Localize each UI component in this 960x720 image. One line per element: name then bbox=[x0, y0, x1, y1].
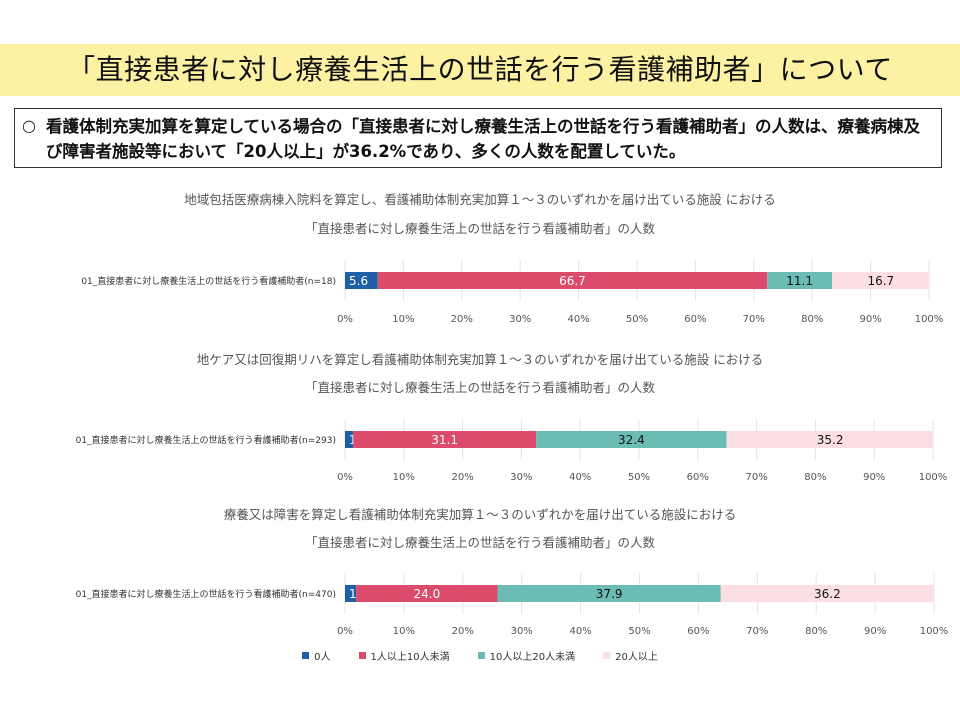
legend-label-3: 20人以上 bbox=[615, 651, 658, 663]
chart-1-tick-label-6: 60% bbox=[687, 472, 709, 483]
chart-1-subtitle: 「直接患者に対し療養生活上の世話を行う看護補助者」の人数 bbox=[305, 380, 656, 395]
chart-0-data-label-0: 5.6 bbox=[349, 274, 368, 288]
chart-0-title: 地域包括医療病棟入院料を算定し、看護補助体制充実加算１～３のいずれかを届け出てい… bbox=[184, 192, 775, 207]
chart-2-tick-label-1: 10% bbox=[393, 626, 415, 637]
legend-item-0: 0人 bbox=[302, 645, 331, 665]
legend-swatch-0 bbox=[302, 651, 310, 659]
chart-0-tick-label-7: 70% bbox=[743, 314, 765, 325]
chart-1-tick-label-8: 80% bbox=[804, 472, 826, 483]
chart-2-tick-label-8: 80% bbox=[805, 626, 827, 637]
chart-1-tick-label-0: 0% bbox=[337, 472, 353, 483]
chart-0-tick-label-2: 20% bbox=[451, 314, 473, 325]
legend-item-1: 1人以上10人未満 bbox=[358, 645, 450, 665]
legend-swatch-2 bbox=[477, 651, 485, 659]
chart-1-data-label-3: 35.2 bbox=[817, 433, 844, 447]
chart-0-data-label-3: 16.7 bbox=[867, 274, 894, 288]
legend-item-3: 20人以上 bbox=[603, 645, 658, 665]
chart-0-tick-label-9: 90% bbox=[859, 314, 881, 325]
chart-0-data-label-2: 11.1 bbox=[786, 274, 813, 288]
chart-2-tick-label-6: 60% bbox=[687, 626, 709, 637]
chart-1-data-label-2: 32.4 bbox=[618, 433, 645, 447]
chart-1-tick-label-1: 10% bbox=[393, 472, 415, 483]
legend-item-2: 10人以上20人未満 bbox=[477, 645, 576, 665]
chart-0-tick-label-6: 60% bbox=[684, 314, 706, 325]
chart-2-bar-2 bbox=[497, 585, 721, 602]
chart-1-tick-label-9: 90% bbox=[863, 472, 885, 483]
chart-0-tick-label-4: 40% bbox=[567, 314, 589, 325]
chart-legend: 0人 1人以上10人未満 10人以上20人未満 20人以上 bbox=[0, 645, 960, 665]
chart-2-tick-label-5: 50% bbox=[628, 626, 650, 637]
chart-2-tick-label-10: 100% bbox=[920, 626, 949, 637]
chart-1-bar-0 bbox=[345, 431, 354, 448]
chart-2-tick-label-4: 40% bbox=[569, 626, 591, 637]
chart-1-title: 地ケア又は回復期リハを算定し看護補助体制充実加算１～３のいずれかを届け出ている施… bbox=[197, 352, 763, 367]
chart-0-bar-0 bbox=[345, 272, 378, 289]
legend-swatch-3 bbox=[603, 651, 611, 659]
chart-0-category-label: 01_直接患者に対し療養生活上の世話を行う看護補助者(n=18) bbox=[81, 275, 336, 287]
chart-0-data-label-1: 66.7 bbox=[559, 274, 586, 288]
chart-2-tick-label-3: 30% bbox=[511, 626, 533, 637]
legend-label-2: 10人以上20人未満 bbox=[489, 651, 576, 663]
chart-1-tick-label-4: 40% bbox=[569, 472, 591, 483]
chart-1-tick-label-10: 100% bbox=[919, 472, 948, 483]
chart-2-bar-3 bbox=[720, 585, 934, 602]
chart-0-subtitle: 「直接患者に対し療養生活上の世話を行う看護補助者」の人数 bbox=[305, 221, 656, 236]
chart-0-tick-label-1: 10% bbox=[392, 314, 414, 325]
chart-2-data-label-2: 37.9 bbox=[596, 587, 623, 601]
chart-1-tick-label-7: 70% bbox=[745, 472, 767, 483]
chart-0-tick-label-8: 80% bbox=[801, 314, 823, 325]
chart-2-tick-label-7: 70% bbox=[746, 626, 768, 637]
chart-2-bar-0 bbox=[345, 585, 357, 602]
chart-1-tick-label-3: 30% bbox=[510, 472, 532, 483]
summary-text: 看護体制充実加算を算定している場合の「直接患者に対し療養生活上の世話を行う看護補… bbox=[46, 117, 921, 161]
chart-2-category-label: 01_直接患者に対し療養生活上の世話を行う看護補助者(n=470) bbox=[76, 588, 336, 600]
chart-0-bar-2 bbox=[767, 272, 833, 289]
chart-2-data-label-1: 24.0 bbox=[414, 587, 441, 601]
chart-0-tick-label-5: 50% bbox=[626, 314, 648, 325]
legend-label-0: 0人 bbox=[314, 651, 331, 663]
summary-bullet: ○ bbox=[22, 116, 36, 135]
chart-0-bar-1 bbox=[377, 272, 768, 289]
chart-1-bar-1 bbox=[353, 431, 537, 448]
chart-1-category-label: 01_直接患者に対し療養生活上の世話を行う看護補助者(n=293) bbox=[76, 434, 336, 446]
chart-1-bar-2 bbox=[536, 431, 727, 448]
chart-2-tick-label-2: 20% bbox=[452, 626, 474, 637]
chart-1-tick-label-2: 20% bbox=[451, 472, 473, 483]
chart-2-bar-1 bbox=[356, 585, 498, 602]
chart-1-bar-3 bbox=[726, 431, 934, 448]
chart-0-tick-label-3: 30% bbox=[509, 314, 531, 325]
slide-title: 「直接患者に対し療養生活上の世話を行う看護補助者」について bbox=[67, 53, 893, 86]
chart-0-tick-label-0: 0% bbox=[337, 314, 353, 325]
title-banner bbox=[0, 44, 960, 96]
legend-label-1: 1人以上10人未満 bbox=[370, 651, 450, 663]
legend-swatch-1 bbox=[358, 651, 366, 659]
chart-0-tick-label-10: 100% bbox=[915, 314, 944, 325]
chart-2-subtitle: 「直接患者に対し療養生活上の世話を行う看護補助者」の人数 bbox=[305, 535, 656, 550]
chart-1-tick-label-5: 50% bbox=[628, 472, 650, 483]
chart-2-tick-label-9: 90% bbox=[864, 626, 886, 637]
chart-2-tick-label-0: 0% bbox=[337, 626, 353, 637]
summary-box bbox=[14, 108, 942, 168]
chart-2-title: 療養又は障害を算定し看護補助体制充実加算１～３のいずれかを届け出ている施設におけ… bbox=[224, 507, 737, 522]
chart-0-bar-3 bbox=[832, 272, 930, 289]
chart-1-data-label-1: 31.1 bbox=[431, 433, 458, 447]
chart-2-data-label-3: 36.2 bbox=[814, 587, 841, 601]
